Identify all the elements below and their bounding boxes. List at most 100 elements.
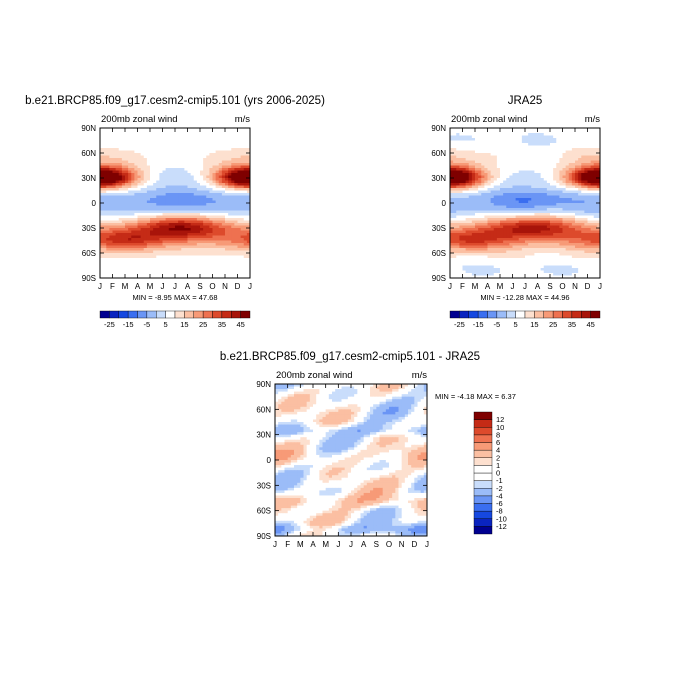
field-cell [128,138,132,141]
field-cell [109,135,113,139]
field-cell [215,260,220,264]
field-cell [487,143,492,146]
field-cell [531,128,535,131]
field-cell [175,150,179,154]
field-cell [212,260,217,264]
field-cell [153,225,157,229]
field-cell [131,215,135,219]
field-cell [456,198,460,201]
field-cell [100,160,104,164]
field-cell [193,145,198,149]
field-cell [212,170,217,174]
field-cell [137,268,142,271]
field-cell [450,158,454,161]
field-cell [178,128,182,131]
field-cell [212,138,217,141]
field-cell [209,210,213,214]
field-cell [525,153,529,156]
field-cell [225,158,229,161]
field-cell [450,165,454,169]
field-cell [562,135,567,139]
field-cell [537,128,542,131]
field-cell [159,170,163,174]
field-cell [496,165,501,169]
field-cell [515,183,520,186]
field-cell [478,173,482,176]
field-cell [459,148,463,151]
field-cell [453,128,457,131]
field-cell [528,225,532,229]
field-cell [459,210,463,214]
field-cell [478,193,482,196]
field-cell [471,148,476,151]
field-cell [153,250,157,254]
field-cell [162,248,167,251]
field-cell [153,263,157,266]
field-cell [131,135,135,139]
field-cell [184,180,188,184]
field-cell [540,153,545,156]
field-cell [462,145,467,149]
field-cell [534,205,538,209]
field-cell [212,158,217,161]
field-cell [521,185,526,189]
field-cell [159,205,163,209]
field-cell [228,233,232,236]
field-cell [493,163,498,166]
field-cell [556,178,560,181]
field-cell [143,190,148,194]
field-cell [128,158,132,161]
field-cell [128,188,132,191]
field-cell [187,233,192,236]
field-cell [146,163,151,166]
field-cell [165,158,170,161]
field-cell [246,175,251,179]
field-cell [103,195,107,199]
field-cell [243,240,248,244]
field-cell [534,178,538,181]
field-cell [568,160,573,164]
field-cell [590,165,595,169]
field-cell [568,178,573,181]
field-cell [190,185,195,189]
field-cell [131,148,135,151]
field-cell [559,215,563,219]
field-cell [590,158,595,161]
field-cell [115,198,120,201]
field-cell [153,165,157,169]
field-cell [221,128,226,131]
field-cell [162,195,167,199]
field-cell [143,183,148,186]
field-cell [515,198,520,201]
field-cell [246,243,251,246]
field-cell [531,135,535,139]
field-cell [534,153,538,156]
field-cell [103,190,107,194]
field-cell [200,233,204,236]
field-cell [487,230,492,234]
field-cell [200,253,204,256]
field-cell [103,135,107,139]
field-cell [515,170,520,174]
field-cell [221,173,226,176]
field-cell [153,168,157,171]
field-cell [571,178,576,181]
field-cell [209,213,213,216]
field-cell [187,245,192,249]
field-cell [481,168,485,171]
field-cell [478,150,482,154]
field-cell [493,188,498,191]
field-cell [137,273,142,276]
field-cell [521,215,526,219]
field-cell [596,138,601,141]
field-cell [218,170,223,174]
field-cell [478,223,482,226]
field-cell [137,245,142,249]
field-cell [221,213,226,216]
field-cell [234,183,238,186]
field-cell [525,165,529,169]
field-cell [571,215,576,219]
field-cell [109,170,113,174]
field-cell [153,188,157,191]
field-cell [196,183,201,186]
